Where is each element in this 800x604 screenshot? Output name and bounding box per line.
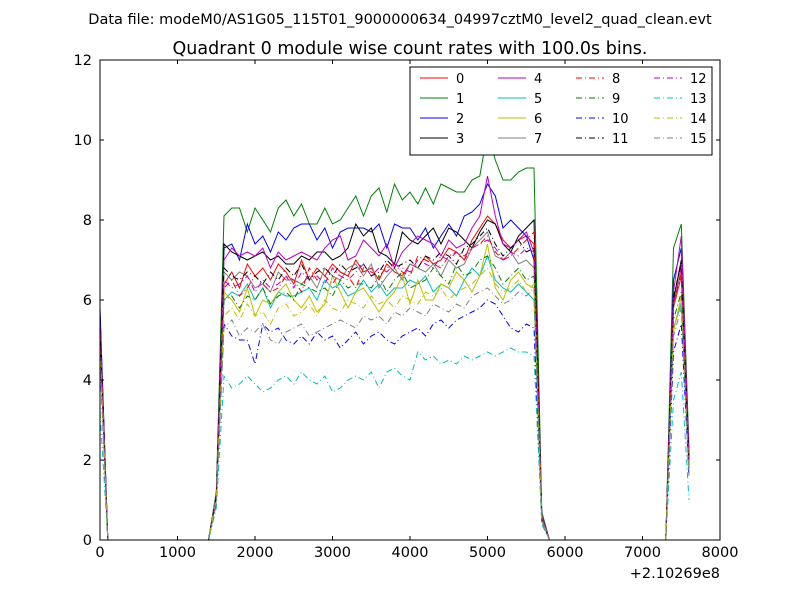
- y-tick-label: 8: [83, 213, 92, 229]
- series-line-6: [100, 243, 690, 540]
- series-line-2: [100, 182, 690, 540]
- y-tick-label: 6: [83, 293, 92, 309]
- legend-label-8: 8: [612, 72, 620, 87]
- figure-suptitle: Data file: modeM0/AS1G05_115T01_90000006…: [88, 12, 712, 28]
- x-tick-label: 0: [95, 545, 104, 561]
- legend-label-5: 5: [534, 92, 542, 107]
- series-line-10: [100, 299, 690, 540]
- legend-box: [409, 66, 713, 156]
- legend-label-3: 3: [456, 132, 464, 147]
- chart-title: Quadrant 0 module wise count rates with …: [173, 39, 648, 59]
- legend-label-6: 6: [534, 112, 542, 127]
- x-tick-label: 6000: [547, 545, 584, 561]
- x-tick-label: 7000: [624, 545, 661, 561]
- legend-label-10: 10: [612, 112, 629, 127]
- legend-label-15: 15: [690, 132, 707, 147]
- x-tick-label: 8000: [702, 545, 739, 561]
- y-tick-label: 2: [83, 453, 92, 469]
- y-tick-label: 0: [83, 533, 92, 549]
- legend-label-2: 2: [456, 112, 464, 127]
- series-line-5: [100, 254, 690, 540]
- legend-label-1: 1: [456, 92, 464, 107]
- legend-label-14: 14: [690, 112, 707, 127]
- series-line-11: [100, 227, 690, 540]
- series-line-1: [100, 131, 690, 540]
- series-line-12: [100, 239, 690, 540]
- legend-label-9: 9: [612, 92, 620, 107]
- series-line-0: [100, 215, 690, 540]
- legend-label-13: 13: [690, 92, 707, 107]
- series-group: [100, 131, 690, 540]
- x-tick-label: 2000: [237, 545, 274, 561]
- legend-label-12: 12: [690, 72, 707, 87]
- x-tick-label: 5000: [469, 545, 506, 561]
- x-tick-label: 1000: [159, 545, 196, 561]
- y-tick-label: 12: [74, 53, 92, 69]
- x-tick-label: 4000: [392, 545, 429, 561]
- legend-label-7: 7: [534, 132, 542, 147]
- plot-area: 0 1000 2000 3000 4000 5000 6000 7000 80000246810…: [74, 53, 739, 561]
- y-tick-label: 4: [83, 373, 92, 389]
- series-line-9: [100, 255, 690, 540]
- x-tick-label: 3000: [314, 545, 351, 561]
- x-offset-label: +2.10269e8: [630, 566, 720, 582]
- legend-label-11: 11: [612, 132, 629, 147]
- legend-label-4: 4: [534, 72, 542, 87]
- y-tick-label: 10: [74, 133, 92, 149]
- legend-label-0: 0: [456, 72, 464, 87]
